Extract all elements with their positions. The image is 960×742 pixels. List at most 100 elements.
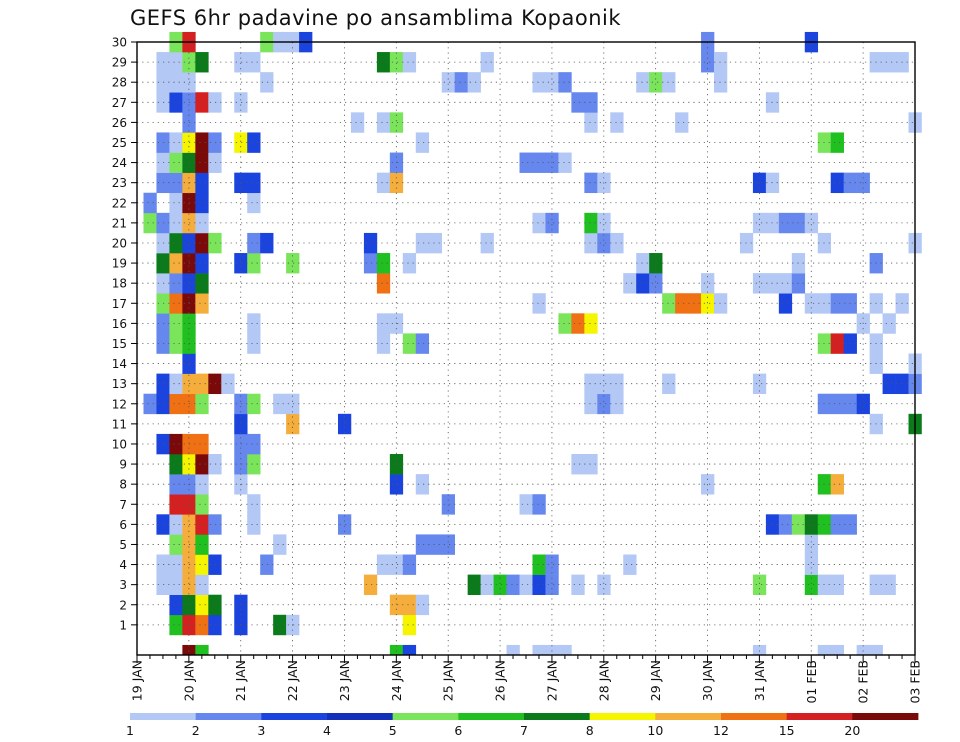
y-tick-label: 30 [112, 36, 127, 50]
heatmap-cell [597, 393, 611, 415]
heatmap-cell [376, 172, 391, 194]
y-tick-label: 16 [112, 317, 127, 331]
heatmap-cell [208, 594, 222, 616]
heatmap-cell [286, 393, 300, 415]
legend-swatch [261, 713, 328, 720]
legend-swatch [392, 713, 459, 720]
heatmap-cell [363, 574, 378, 596]
heatmap-cell [519, 152, 533, 173]
heatmap-cell [260, 232, 274, 254]
heatmap-cell [701, 293, 715, 314]
y-tick-label: 8 [119, 478, 127, 492]
heatmap-cell [247, 172, 261, 194]
heatmap-cell [584, 92, 598, 113]
heatmap-cell [688, 293, 702, 314]
heatmap-cell [234, 433, 248, 455]
heatmap-cell [195, 92, 209, 113]
heatmap-cell [662, 72, 676, 93]
heatmap-cell [363, 253, 378, 274]
heatmap-cell [415, 534, 430, 555]
heatmap-cell [610, 393, 624, 415]
heatmap-cell [247, 192, 261, 214]
heatmap-cell [830, 172, 844, 194]
heatmap-cell [169, 594, 183, 616]
legend-swatch [786, 713, 853, 720]
heatmap-cell [778, 212, 793, 234]
heatmap-cell [376, 273, 391, 294]
heatmap-cell [208, 152, 222, 173]
x-tick-label: 31 JAN [752, 660, 767, 701]
heatmap-cell [247, 313, 261, 334]
heatmap-cell [778, 293, 793, 314]
heatmap-cell [389, 594, 404, 616]
heatmap-cell [532, 644, 546, 655]
heatmap-cell [778, 273, 793, 294]
y-tick-label: 15 [112, 337, 127, 351]
y-tick-label: 2 [119, 598, 127, 612]
legend-swatch [721, 713, 788, 720]
heatmap-cell [584, 454, 598, 475]
heatmap-cell [545, 574, 559, 596]
heatmap-cell [428, 534, 443, 555]
heatmap-cell [882, 574, 896, 596]
heatmap-cell [169, 192, 183, 214]
y-tick-label: 17 [112, 297, 127, 311]
heatmap-cell [247, 514, 261, 535]
heatmap-cell [169, 454, 183, 475]
heatmap-cell [208, 454, 222, 475]
heatmap-cell [830, 514, 844, 535]
legend-swatch [130, 713, 197, 720]
heatmap-cell [169, 474, 183, 495]
heatmap-cell [169, 534, 183, 555]
heatmap-cell [273, 393, 287, 415]
heatmap-cell [402, 333, 417, 354]
heatmap-cell [454, 72, 468, 93]
y-tick-label: 19 [112, 257, 127, 271]
heatmap-cell [195, 644, 209, 655]
heatmap-cell [402, 52, 417, 73]
heatmap-cell [389, 644, 404, 655]
heatmap-cell [571, 454, 585, 475]
x-tick-label: 21 JAN [233, 660, 248, 701]
heatmap-cell [714, 72, 728, 93]
heatmap-cell [415, 333, 430, 354]
x-tick-label: 26 JAN [493, 660, 508, 701]
heatmap-cell [752, 273, 767, 294]
heatmap-cell [480, 232, 494, 254]
heatmap-cell [169, 433, 183, 455]
y-tick-label: 5 [119, 538, 127, 552]
heatmap-cell [532, 152, 546, 173]
heatmap-cell [830, 644, 844, 655]
heatmap-cell [234, 393, 248, 415]
heatmap-cell [428, 232, 443, 254]
heatmap-cell [804, 574, 819, 596]
heatmap-cell [195, 554, 209, 575]
heatmap-cell [558, 152, 572, 173]
heatmap-cell [480, 52, 494, 73]
heatmap-cell [169, 132, 183, 153]
heatmap-cell [195, 293, 209, 314]
y-tick-label: 23 [112, 176, 127, 190]
heatmap-cell [856, 393, 870, 415]
heatmap-cell [830, 333, 844, 354]
heatmap-cell [169, 333, 183, 354]
heatmap-cell [169, 72, 183, 93]
y-tick-label: 25 [112, 136, 127, 150]
heatmap-cell [584, 172, 598, 194]
heatmap-cell [376, 253, 391, 274]
heatmap-cell [532, 554, 546, 575]
heatmap-cell [649, 273, 663, 294]
heatmap-cell [584, 393, 598, 415]
heatmap-cell [701, 273, 715, 294]
heatmap-cell [545, 644, 559, 655]
heatmap-cell [260, 554, 274, 575]
x-tick-label: 29 JAN [648, 660, 663, 701]
heatmap-cell [195, 373, 209, 395]
heatmap-cell [545, 72, 559, 93]
legend-label: 8 [586, 723, 594, 738]
heatmap-cell [195, 614, 209, 636]
y-tick-label: 24 [112, 156, 127, 170]
heatmap-cell [234, 413, 248, 435]
heatmap-cell [532, 212, 546, 234]
